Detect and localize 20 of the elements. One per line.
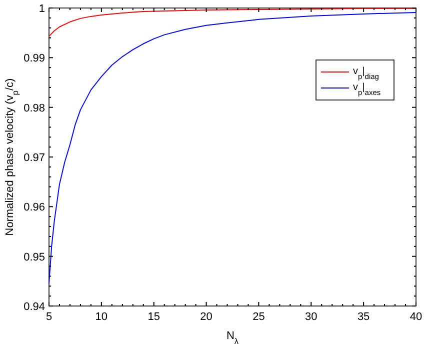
y-tick-label: 0.97 (24, 152, 45, 164)
line-series (48, 8, 416, 37)
line-series (48, 12, 416, 284)
x-tick-label: 10 (95, 311, 108, 323)
legend-label: v$_{p}$|$_{diag}$ (353, 66, 379, 80)
x-tick-label: 40 (410, 311, 422, 323)
x-axis-title: N$_{λ}$ (226, 330, 240, 345)
x-tick-label: 25 (252, 311, 265, 323)
x-tick-label: 5 (46, 311, 52, 323)
y-tick-label: 0.96 (24, 202, 45, 214)
x-tick-label: 15 (148, 311, 160, 323)
y-tick-label: 0.95 (24, 251, 45, 264)
y-tick-label: 0.94 (24, 301, 45, 313)
x-tick-label: 20 (200, 311, 212, 323)
y-tick-label: 1 (38, 3, 45, 15)
x-tick-label: 30 (305, 311, 318, 323)
x-tick-label: 35 (357, 311, 370, 323)
y-tick-label: 0.99 (24, 52, 45, 65)
y-tick-label: 0.98 (24, 102, 45, 114)
legend-label: v$_{p}$|$_{axes}$ (353, 82, 381, 96)
